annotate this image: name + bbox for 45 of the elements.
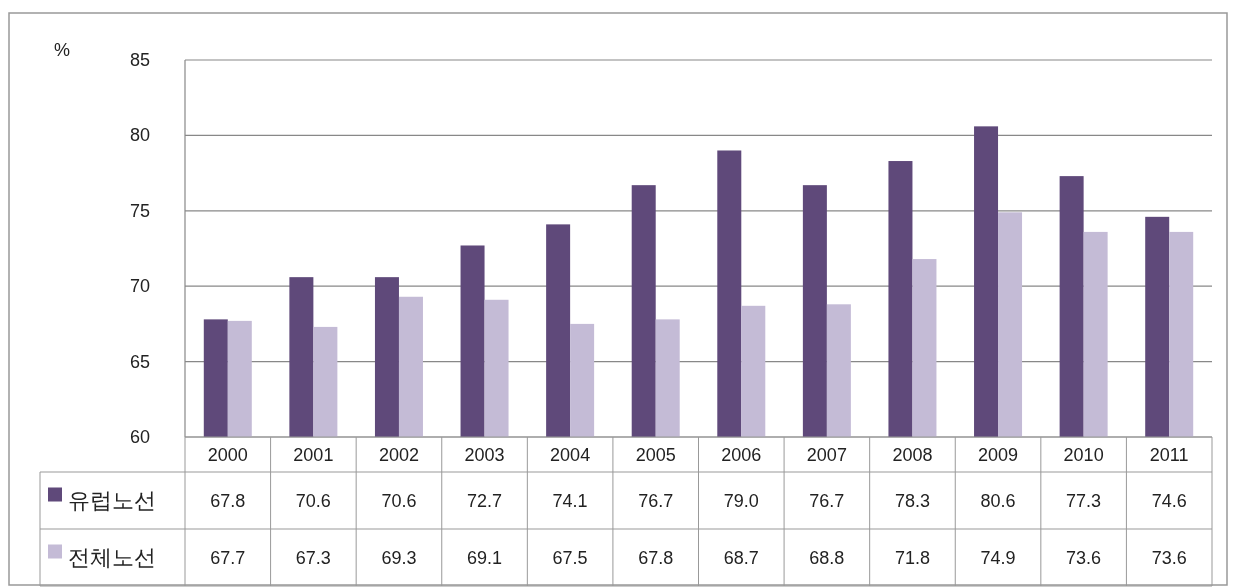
y-tick-label: 60 bbox=[129, 427, 151, 447]
data-label: 70.6 bbox=[295, 490, 331, 511]
x-tick-label: 2004 bbox=[550, 444, 591, 465]
x-tick-label: 2011 bbox=[1149, 444, 1189, 465]
legend-label: 전체노선 bbox=[68, 545, 156, 570]
data-label: 68.8 bbox=[809, 547, 845, 568]
x-tick-label: 2001 bbox=[293, 444, 334, 465]
data-label: 67.8 bbox=[638, 547, 674, 568]
data-label: 67.7 bbox=[210, 547, 246, 568]
data-label: 67.3 bbox=[295, 547, 331, 568]
data-label: 67.5 bbox=[552, 547, 588, 568]
data-label: 74.1 bbox=[552, 490, 588, 511]
y-tick-label: 80 bbox=[129, 125, 151, 146]
y-tick-label: 65 bbox=[129, 351, 151, 372]
legend-label: 유럽노선 bbox=[68, 488, 156, 513]
x-tick-label: 2002 bbox=[378, 444, 419, 465]
y-tick-label: 70 bbox=[129, 276, 151, 297]
data-label: 69.3 bbox=[381, 547, 417, 568]
x-tick-label: 2009 bbox=[978, 444, 1019, 465]
data-label: 76.7 bbox=[809, 490, 845, 511]
data-label: 74.6 bbox=[1151, 490, 1187, 511]
data-label: 73.6 bbox=[1151, 547, 1187, 568]
x-tick-label: 2010 bbox=[1063, 444, 1104, 465]
data-label: 69.1 bbox=[467, 547, 503, 568]
y-tick-label: 85 bbox=[129, 50, 151, 70]
data-label: 73.6 bbox=[1066, 547, 1102, 568]
data-label: 74.9 bbox=[980, 547, 1016, 568]
x-tick-label: 2007 bbox=[806, 444, 847, 465]
data-label: 80.6 bbox=[980, 490, 1016, 511]
y-tick-label: 75 bbox=[129, 200, 151, 221]
x-tick-label: 2005 bbox=[635, 444, 676, 465]
x-tick-label: 2000 bbox=[207, 444, 248, 465]
x-tick-label: 2008 bbox=[892, 444, 933, 465]
data-label: 70.6 bbox=[381, 490, 417, 511]
x-tick-label: 2006 bbox=[721, 444, 762, 465]
data-label: 78.3 bbox=[894, 490, 930, 511]
data-label: 71.8 bbox=[894, 547, 930, 568]
x-tick-label: 2003 bbox=[464, 444, 505, 465]
data-label: 76.7 bbox=[638, 490, 674, 511]
y-axis-title: % bbox=[53, 40, 71, 60]
data-label: 72.7 bbox=[467, 490, 503, 511]
data-label: 67.8 bbox=[210, 490, 246, 511]
data-label: 77.3 bbox=[1066, 490, 1102, 511]
data-label: 68.7 bbox=[723, 547, 759, 568]
data-label: 79.0 bbox=[723, 490, 759, 511]
